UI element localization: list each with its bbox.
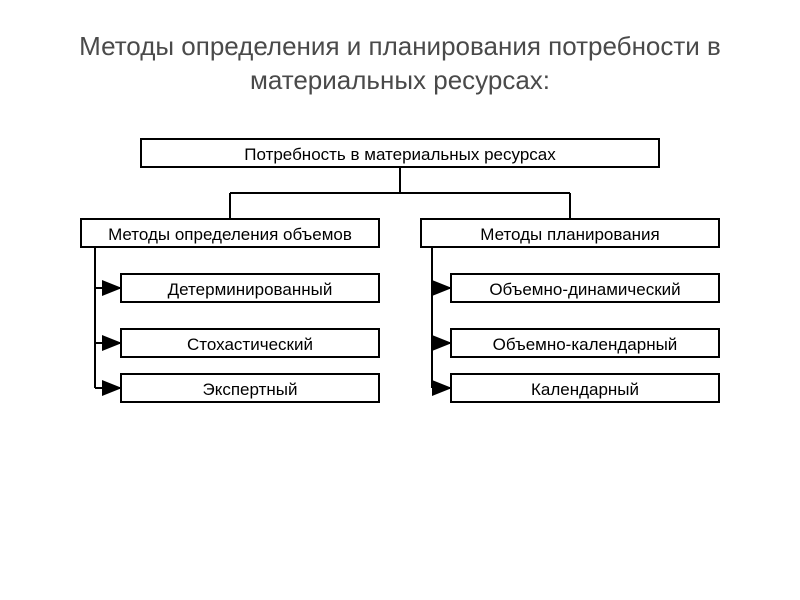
node-left-head: Методы определения объемов [80,218,380,248]
node-root: Потребность в материальных ресурсах [140,138,660,168]
diagram-container: Потребность в материальных ресурсах Мето… [0,108,800,548]
node-l3: Экспертный [120,373,380,403]
node-l2: Стохастический [120,328,380,358]
node-r1: Объемно-динамический [450,273,720,303]
node-l1: Детерминированный [120,273,380,303]
node-r3: Календарный [450,373,720,403]
page-title: Методы определения и планирования потреб… [0,0,800,108]
node-right-head: Методы планирования [420,218,720,248]
node-r2: Объемно-календарный [450,328,720,358]
